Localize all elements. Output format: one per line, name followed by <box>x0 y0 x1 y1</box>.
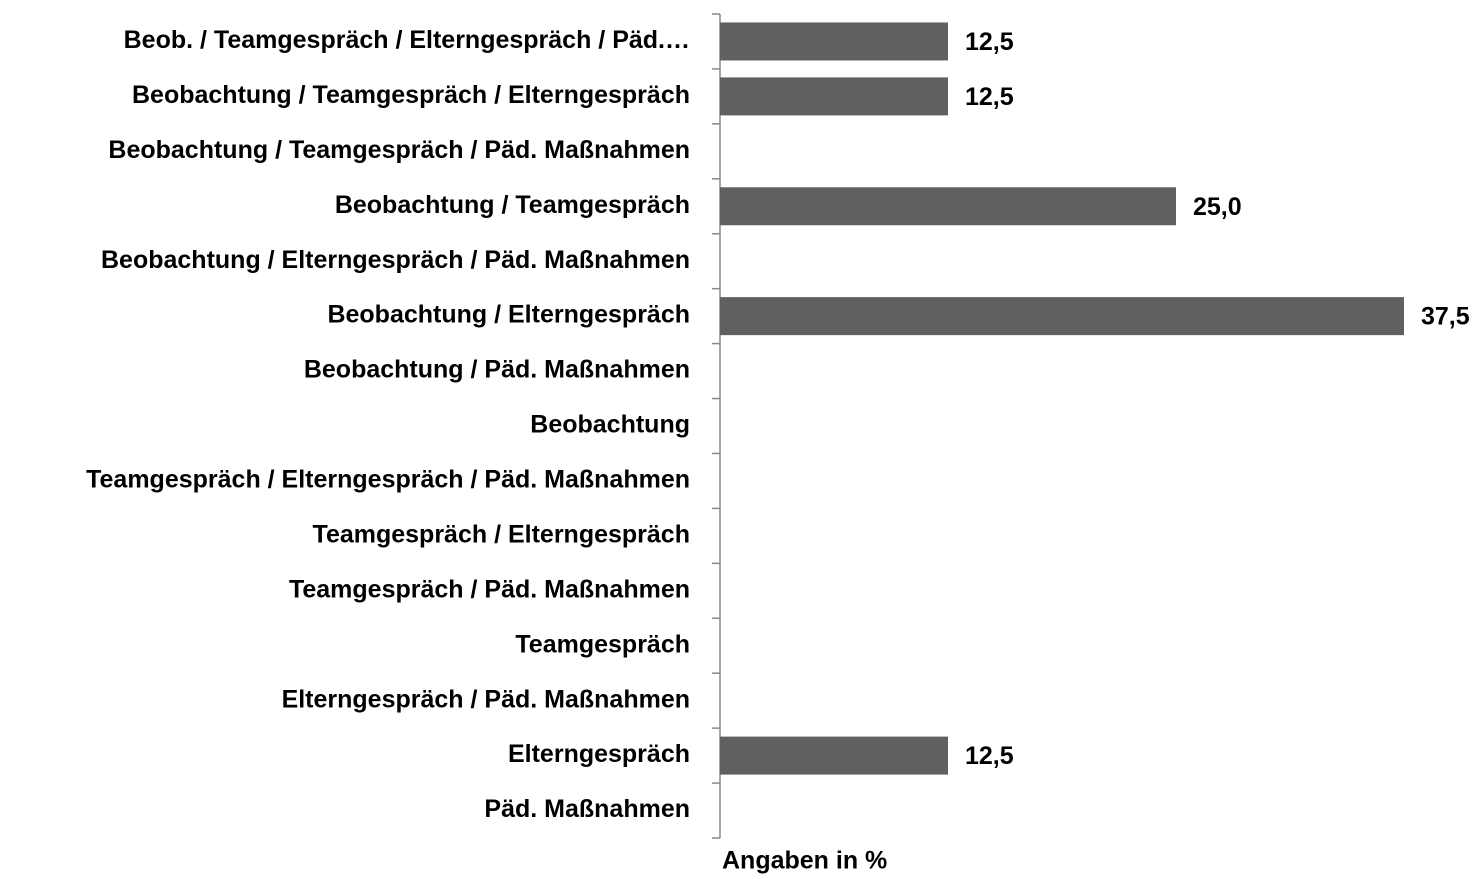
y-tick-label: Teamgespräch / Päd. Maßnahmen <box>289 575 690 603</box>
y-tick-label: Beobachtung / Päd. Maßnahmen <box>304 356 690 384</box>
y-tick-label: Beobachtung / Teamgespräch / Päd. Maßnah… <box>108 136 690 164</box>
bar <box>720 22 948 61</box>
y-tick-label: Elterngespräch <box>508 740 690 768</box>
data-label: 25,0 <box>1193 193 1242 221</box>
x-axis-label: Angaben in % <box>722 847 887 875</box>
y-tick-label: Päd. Maßnahmen <box>484 795 690 823</box>
bar <box>720 187 1176 226</box>
y-tick-label: Beobachtung / Teamgespräch <box>335 191 690 219</box>
bar <box>720 77 948 116</box>
y-tick-label: Beobachtung <box>530 411 690 439</box>
y-tick-label: Beob. / Teamgespräch / Elterngespräch / … <box>124 26 690 54</box>
data-label: 12,5 <box>965 742 1014 770</box>
y-tick-label: Elterngespräch / Päd. Maßnahmen <box>282 685 690 713</box>
data-label: 12,5 <box>965 83 1014 111</box>
data-label: 37,5 <box>1421 303 1470 331</box>
bar <box>720 736 948 775</box>
bar <box>720 297 1404 336</box>
y-tick-label: Beobachtung / Elterngespräch / Päd. Maßn… <box>101 246 690 274</box>
data-label: 12,5 <box>965 28 1014 56</box>
y-tick-label: Beobachtung / Elterngespräch <box>327 301 690 329</box>
y-tick-label: Teamgespräch / Elterngespräch <box>313 520 690 548</box>
y-tick-label: Teamgespräch <box>515 630 690 658</box>
y-tick-label: Teamgespräch / Elterngespräch / Päd. Maß… <box>86 466 690 494</box>
y-tick-label: Beobachtung / Teamgespräch / Elterngespr… <box>132 81 690 109</box>
